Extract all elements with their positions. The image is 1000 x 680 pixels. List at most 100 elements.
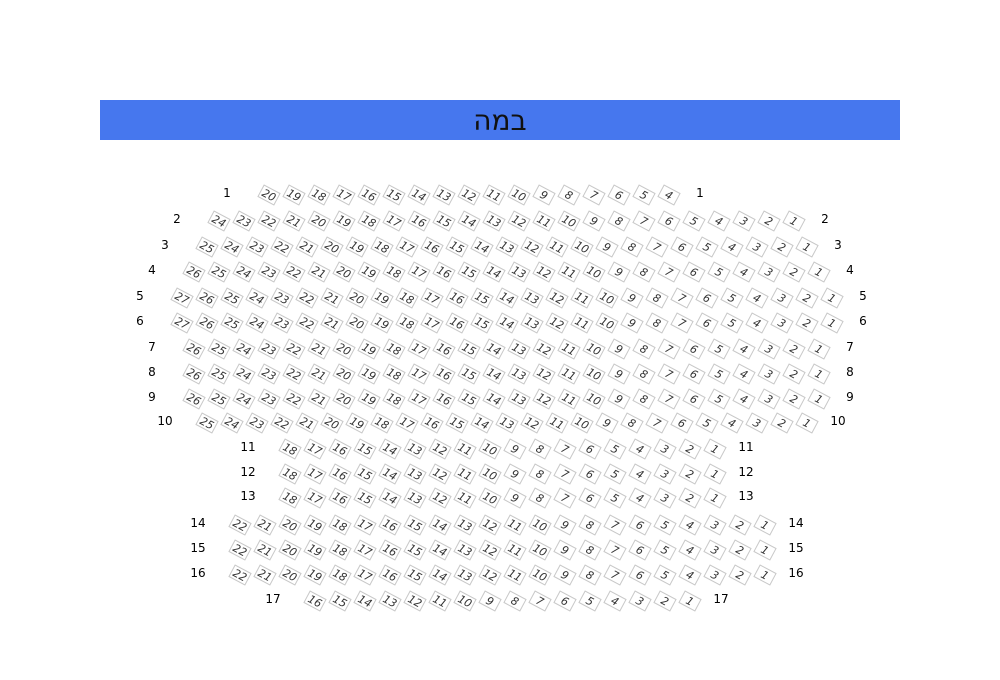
- seat[interactable]: 12: [457, 184, 481, 206]
- seat[interactable]: 3: [703, 539, 727, 561]
- seat[interactable]: 21: [307, 338, 331, 360]
- seat[interactable]: 24: [245, 312, 269, 334]
- seat[interactable]: 22: [295, 312, 319, 334]
- seat[interactable]: 19: [357, 338, 381, 360]
- seat[interactable]: 19: [357, 261, 381, 283]
- seat[interactable]: 5: [695, 236, 719, 258]
- seat[interactable]: 12: [428, 487, 452, 509]
- seat[interactable]: 15: [353, 463, 377, 485]
- seat[interactable]: 16: [328, 438, 352, 460]
- seat[interactable]: 21: [307, 261, 331, 283]
- seat[interactable]: 7: [528, 590, 552, 612]
- seat[interactable]: 15: [457, 363, 481, 385]
- seat[interactable]: 22: [270, 412, 294, 434]
- seat[interactable]: 2: [728, 564, 752, 586]
- seat[interactable]: 18: [328, 539, 352, 561]
- seat[interactable]: 11: [482, 184, 506, 206]
- seat[interactable]: 21: [282, 210, 306, 232]
- seat[interactable]: 5: [682, 210, 706, 232]
- seat[interactable]: 8: [620, 412, 644, 434]
- seat[interactable]: 1: [807, 363, 831, 385]
- seat[interactable]: 19: [303, 514, 327, 536]
- seat[interactable]: 4: [745, 287, 769, 309]
- seat[interactable]: 16: [432, 338, 456, 360]
- seat[interactable]: 1: [795, 236, 819, 258]
- seat[interactable]: 22: [282, 338, 306, 360]
- seat[interactable]: 11: [545, 412, 569, 434]
- seat[interactable]: 23: [257, 338, 281, 360]
- seat[interactable]: 18: [307, 184, 331, 206]
- seat[interactable]: 18: [328, 514, 352, 536]
- seat[interactable]: 6: [682, 363, 706, 385]
- seat[interactable]: 2: [782, 388, 806, 410]
- seat[interactable]: 13: [453, 564, 477, 586]
- seat[interactable]: 16: [432, 261, 456, 283]
- seat[interactable]: 4: [657, 184, 681, 206]
- seat[interactable]: 4: [628, 463, 652, 485]
- seat[interactable]: 25: [207, 338, 231, 360]
- seat[interactable]: 23: [270, 287, 294, 309]
- seat[interactable]: 19: [332, 210, 356, 232]
- seat[interactable]: 4: [732, 388, 756, 410]
- seat[interactable]: 9: [595, 412, 619, 434]
- seat[interactable]: 11: [453, 487, 477, 509]
- seat[interactable]: 1: [820, 312, 844, 334]
- seat[interactable]: 12: [478, 564, 502, 586]
- seat[interactable]: 9: [553, 514, 577, 536]
- seat[interactable]: 23: [245, 412, 269, 434]
- seat[interactable]: 16: [303, 590, 327, 612]
- seat[interactable]: 24: [220, 412, 244, 434]
- seat[interactable]: 20: [257, 184, 281, 206]
- seat[interactable]: 5: [603, 487, 627, 509]
- seat[interactable]: 10: [478, 487, 502, 509]
- seat[interactable]: 8: [503, 590, 527, 612]
- seat[interactable]: 1: [782, 210, 806, 232]
- seat[interactable]: 10: [582, 261, 606, 283]
- seat[interactable]: 16: [432, 388, 456, 410]
- seat[interactable]: 1: [703, 487, 727, 509]
- seat[interactable]: 13: [520, 312, 544, 334]
- seat[interactable]: 17: [420, 287, 444, 309]
- seat[interactable]: 22: [257, 210, 281, 232]
- seat[interactable]: 13: [403, 438, 427, 460]
- seat[interactable]: 18: [328, 564, 352, 586]
- seat[interactable]: 25: [195, 412, 219, 434]
- seat[interactable]: 6: [670, 236, 694, 258]
- seat[interactable]: 18: [382, 363, 406, 385]
- seat[interactable]: 15: [353, 487, 377, 509]
- seat[interactable]: 5: [603, 438, 627, 460]
- seat[interactable]: 22: [228, 539, 252, 561]
- seat[interactable]: 16: [432, 363, 456, 385]
- seat[interactable]: 2: [782, 261, 806, 283]
- seat[interactable]: 10: [570, 412, 594, 434]
- seat[interactable]: 23: [257, 261, 281, 283]
- seat[interactable]: 5: [720, 287, 744, 309]
- seat[interactable]: 6: [657, 210, 681, 232]
- seat[interactable]: 8: [632, 338, 656, 360]
- seat[interactable]: 14: [353, 590, 377, 612]
- seat[interactable]: 16: [357, 184, 381, 206]
- seat[interactable]: 19: [370, 287, 394, 309]
- seat[interactable]: 1: [753, 539, 777, 561]
- seat[interactable]: 26: [195, 287, 219, 309]
- seat[interactable]: 25: [207, 363, 231, 385]
- seat[interactable]: 5: [603, 463, 627, 485]
- seat[interactable]: 9: [503, 463, 527, 485]
- seat[interactable]: 1: [807, 388, 831, 410]
- seat[interactable]: 17: [395, 412, 419, 434]
- seat[interactable]: 19: [282, 184, 306, 206]
- seat[interactable]: 11: [532, 210, 556, 232]
- seat[interactable]: 3: [757, 388, 781, 410]
- seat[interactable]: 12: [478, 539, 502, 561]
- seat[interactable]: 21: [320, 312, 344, 334]
- seat[interactable]: 17: [353, 539, 377, 561]
- seat[interactable]: 16: [378, 564, 402, 586]
- seat[interactable]: 7: [645, 236, 669, 258]
- seat[interactable]: 19: [303, 564, 327, 586]
- seat[interactable]: 20: [307, 210, 331, 232]
- seat[interactable]: 4: [707, 210, 731, 232]
- seat[interactable]: 20: [320, 236, 344, 258]
- seat[interactable]: 21: [253, 514, 277, 536]
- seat[interactable]: 13: [507, 388, 531, 410]
- seat[interactable]: 1: [703, 438, 727, 460]
